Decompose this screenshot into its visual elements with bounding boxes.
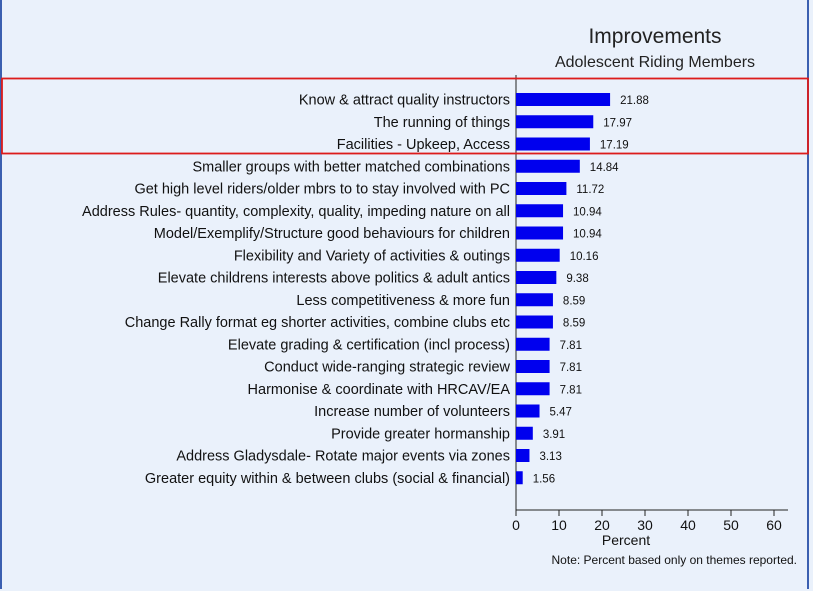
x-tick-label: 40 <box>680 517 696 533</box>
category-label: Increase number of volunteers <box>314 404 510 420</box>
category-label: Model/Exemplify/Structure good behaviour… <box>154 226 510 242</box>
value-label: 11.72 <box>576 184 604 196</box>
bar <box>516 404 540 418</box>
x-tick-label: 0 <box>512 517 520 533</box>
category-label: Provide greater hormanship <box>331 426 510 442</box>
category-label: Greater equity within & between clubs (s… <box>145 471 510 487</box>
highlight-box <box>1 77 809 155</box>
bar <box>516 182 567 195</box>
value-label: 7.81 <box>560 340 582 352</box>
category-label: Conduct wide-ranging strategic review <box>264 360 510 376</box>
category-label: Know & attract quality instructors <box>299 93 510 109</box>
category-label: Less competitiveness & more fun <box>296 293 510 309</box>
value-label: 8.59 <box>563 295 585 307</box>
bar <box>516 159 580 173</box>
x-tick-label: 30 <box>637 517 653 533</box>
category-label: Elevate grading & certification (incl pr… <box>228 337 510 353</box>
value-label: 3.13 <box>539 451 561 463</box>
category-label: Address Gladysdale- Rotate major events … <box>176 449 510 465</box>
bar <box>516 426 533 440</box>
category-label: Harmonise & coordinate with HRCAV/EA <box>248 382 511 398</box>
value-label: 17.19 <box>600 140 629 152</box>
value-label: 10.94 <box>573 206 602 218</box>
value-label: 7.81 <box>560 362 582 374</box>
value-label: 10.94 <box>573 229 602 241</box>
bar <box>516 382 550 396</box>
value-label: 7.81 <box>560 384 582 396</box>
chart-subtitle: Adolescent Riding Members <box>555 54 755 71</box>
bar <box>516 226 564 240</box>
value-label: 21.88 <box>620 95 649 107</box>
value-label: 5.47 <box>550 407 572 419</box>
bar <box>516 248 560 262</box>
x-tick-label: 60 <box>766 517 782 533</box>
bar <box>516 293 553 307</box>
bar <box>516 137 590 151</box>
category-label: Get high level riders/older mbrs to to s… <box>134 182 510 198</box>
category-label: Address Rules- quantity, complexity, qua… <box>82 204 510 220</box>
value-label: 1.56 <box>533 473 555 485</box>
bar <box>516 93 611 106</box>
category-label: Smaller groups with better matched combi… <box>192 159 510 175</box>
chart-note: Note: Percent based only on themes repor… <box>552 553 797 567</box>
x-tick-label: 10 <box>551 517 567 533</box>
bar <box>516 449 530 462</box>
value-label: 3.91 <box>543 429 565 441</box>
category-label: Facilities - Upkeep, Access <box>337 137 510 153</box>
bar <box>516 471 523 485</box>
value-label: 9.38 <box>566 273 588 285</box>
plot-area: 0 10 20 30 40 50 60 Know & attract quality inst… <box>1 75 809 533</box>
value-label: 8.59 <box>563 318 585 330</box>
value-label: 10.16 <box>570 251 599 263</box>
bar <box>516 115 594 129</box>
value-label: 17.97 <box>603 117 632 129</box>
bar <box>516 204 564 218</box>
x-tick-label: 20 <box>594 517 610 533</box>
x-axis-title: Percent <box>602 532 650 548</box>
category-label: Elevate childrens interests above politi… <box>158 271 510 287</box>
category-label: The running of things <box>374 115 510 131</box>
category-label: Flexibility and Variety of activities & … <box>234 248 510 264</box>
category-label: Change Rally format eg shorter activitie… <box>125 315 510 331</box>
bar <box>516 315 553 329</box>
x-tick-label: 50 <box>723 517 739 533</box>
bar <box>516 337 550 351</box>
value-label: 14.84 <box>590 162 619 174</box>
bar <box>516 360 550 373</box>
chart-title: Improvements <box>588 25 721 48</box>
bar <box>516 271 557 284</box>
